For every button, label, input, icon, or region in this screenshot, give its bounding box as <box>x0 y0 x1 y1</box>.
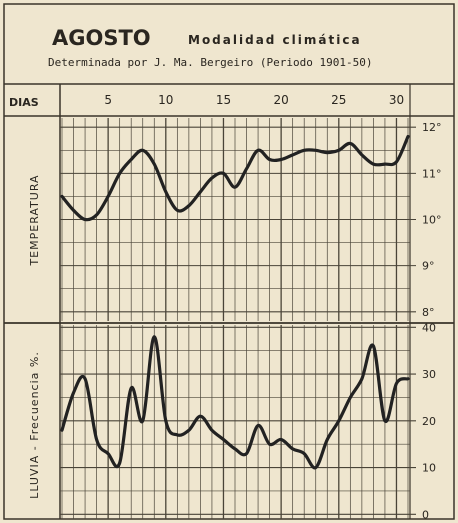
temperature-y-tick-label: 11° <box>422 167 442 180</box>
temperature-axis-label: TEMPERATURA <box>28 174 41 266</box>
day-tick-label: 5 <box>104 93 112 107</box>
temperature-y-tick-label: 9° <box>422 260 435 273</box>
temperature-line <box>60 134 410 222</box>
rain-y-tick-label: 0 <box>422 508 429 521</box>
day-ticks: 5 10 15 20 25 30 <box>104 93 404 107</box>
temperature-y-tick-label: 12° <box>422 121 442 134</box>
temperature-y-tick-label: 8° <box>422 306 435 319</box>
chart-title: AGOSTO <box>52 26 151 50</box>
day-tick-label: 10 <box>158 93 173 107</box>
chart-subtitle: Determinada por J. Ma. Bergeiro (Periodo… <box>48 56 373 69</box>
rain-grid <box>60 325 416 519</box>
rain-ticks: 0 10 20 30 40 <box>422 321 436 521</box>
rain-y-tick-label: 10 <box>422 462 436 475</box>
rain-axis-label: LLUVIA - Frecuencia %. <box>28 351 41 499</box>
rain-y-tick-label: 30 <box>422 368 436 381</box>
day-tick-label: 25 <box>331 93 346 107</box>
paper-frame <box>3 3 455 520</box>
day-tick-label: 20 <box>273 93 288 107</box>
rain-frequency-line <box>60 335 410 470</box>
temperature-y-tick-label: 10° <box>422 214 442 227</box>
temperature-ticks: 8° 9° 10° 11° 12° <box>422 121 442 319</box>
temperature-grid <box>60 118 416 321</box>
chart-title-suffix: Modalidad climática <box>188 33 362 47</box>
day-tick-label: 15 <box>216 93 231 107</box>
rain-y-tick-label: 20 <box>422 415 436 428</box>
day-tick-label: 30 <box>389 93 404 107</box>
rain-y-tick-label: 40 <box>422 321 436 334</box>
x-axis-label: DIAS <box>9 96 39 109</box>
